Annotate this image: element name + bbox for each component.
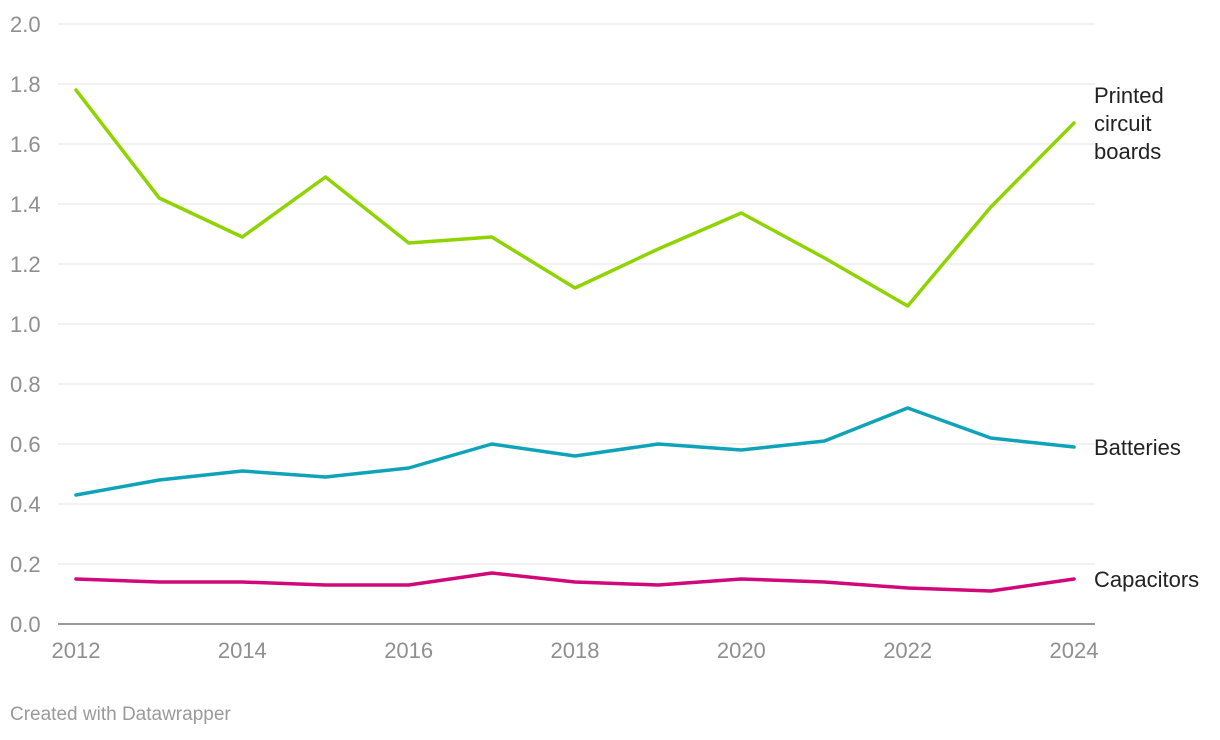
- series-labels: Printed circuit boards Batteries Capacitors: [1094, 83, 1199, 592]
- data-point-capacitors[interactable]: [735, 573, 747, 585]
- series-label-capacitors: Capacitors: [1094, 567, 1199, 592]
- data-point-printed-circuit-boards[interactable]: [486, 231, 498, 243]
- data-point-printed-circuit-boards[interactable]: [153, 192, 165, 204]
- data-point-printed-circuit-boards[interactable]: [735, 207, 747, 219]
- series-label-line: circuit: [1094, 111, 1151, 136]
- data-point-printed-circuit-boards[interactable]: [70, 84, 82, 96]
- data-point-capacitors[interactable]: [320, 579, 332, 591]
- y-tick-label: 1.0: [10, 312, 41, 337]
- datawrapper-credit[interactable]: Created with Datawrapper: [10, 704, 231, 725]
- y-tick-label: 0.6: [10, 432, 41, 457]
- data-point-printed-circuit-boards[interactable]: [1068, 117, 1080, 129]
- x-tick-label: 2018: [551, 638, 600, 663]
- y-axis-ticks: 0.0 0.2 0.4 0.6 0.8 1.0 1.2 1.4 1.6 1.8 2.0: [10, 12, 41, 637]
- series-lines: [70, 84, 1080, 597]
- y-tick-label: 2.0: [10, 12, 41, 37]
- data-point-batteries[interactable]: [403, 462, 415, 474]
- x-tick-label: 2012: [52, 638, 101, 663]
- y-tick-label: 1.2: [10, 252, 41, 277]
- series-label-line: Batteries: [1094, 435, 1181, 460]
- data-point-capacitors[interactable]: [70, 573, 82, 585]
- data-point-capacitors[interactable]: [569, 576, 581, 588]
- series-line-batteries: [74, 406, 1076, 497]
- data-point-capacitors[interactable]: [652, 579, 664, 591]
- x-tick-label: 2022: [883, 638, 932, 663]
- data-point-capacitors[interactable]: [819, 576, 831, 588]
- data-point-batteries[interactable]: [236, 465, 248, 477]
- data-point-capacitors[interactable]: [236, 576, 248, 588]
- data-point-batteries[interactable]: [985, 432, 997, 444]
- data-point-printed-circuit-boards[interactable]: [569, 282, 581, 294]
- data-point-batteries[interactable]: [153, 474, 165, 486]
- series-label-line: Capacitors: [1094, 567, 1199, 592]
- series-line-capacitors: [74, 571, 1076, 593]
- data-point-capacitors[interactable]: [403, 579, 415, 591]
- data-point-batteries[interactable]: [486, 438, 498, 450]
- data-point-batteries[interactable]: [320, 471, 332, 483]
- data-point-capacitors[interactable]: [902, 582, 914, 594]
- y-tick-label: 0.0: [10, 612, 41, 637]
- data-point-batteries[interactable]: [819, 435, 831, 447]
- data-point-batteries[interactable]: [1068, 441, 1080, 453]
- data-point-printed-circuit-boards[interactable]: [902, 300, 914, 312]
- series-label-line: boards: [1094, 139, 1161, 164]
- data-point-printed-circuit-boards[interactable]: [985, 201, 997, 213]
- y-tick-label: 1.4: [10, 192, 41, 217]
- y-tick-label: 0.4: [10, 492, 41, 517]
- x-tick-label: 2016: [384, 638, 433, 663]
- series-line-printed-circuit-boards: [74, 88, 1076, 308]
- data-point-batteries[interactable]: [569, 450, 581, 462]
- x-tick-label: 2024: [1050, 638, 1099, 663]
- series-label-line: Printed: [1094, 83, 1164, 108]
- data-point-batteries[interactable]: [652, 438, 664, 450]
- y-tick-label: 0.8: [10, 372, 41, 397]
- data-point-capacitors[interactable]: [985, 585, 997, 597]
- data-point-batteries[interactable]: [70, 489, 82, 501]
- x-tick-label: 2014: [218, 638, 267, 663]
- data-point-printed-circuit-boards[interactable]: [403, 237, 415, 249]
- line-chart: 0.00.20.40.60.81.01.21.41.61.82.0 2012 20…: [10, 12, 1199, 663]
- data-point-capacitors[interactable]: [486, 567, 498, 579]
- x-tick-label: 2020: [717, 638, 766, 663]
- y-tick-label: 1.8: [10, 72, 41, 97]
- series-label-printed-circuit-boards: Printed circuit boards: [1094, 83, 1164, 164]
- data-point-printed-circuit-boards[interactable]: [652, 243, 664, 255]
- y-tick-label: 1.6: [10, 132, 41, 157]
- data-point-printed-circuit-boards[interactable]: [819, 252, 831, 264]
- gridlines: [58, 23, 1095, 625]
- series-label-batteries: Batteries: [1094, 435, 1181, 460]
- x-axis-ticks: 2012 2014 2016 2018 2020 2022 2024: [52, 638, 1099, 663]
- data-point-capacitors[interactable]: [1068, 573, 1080, 585]
- data-point-batteries[interactable]: [735, 444, 747, 456]
- y-tick-label: 0.2: [10, 552, 41, 577]
- data-point-capacitors[interactable]: [153, 576, 165, 588]
- data-point-batteries[interactable]: [902, 402, 914, 414]
- data-point-printed-circuit-boards[interactable]: [236, 231, 248, 243]
- data-point-printed-circuit-boards[interactable]: [320, 171, 332, 183]
